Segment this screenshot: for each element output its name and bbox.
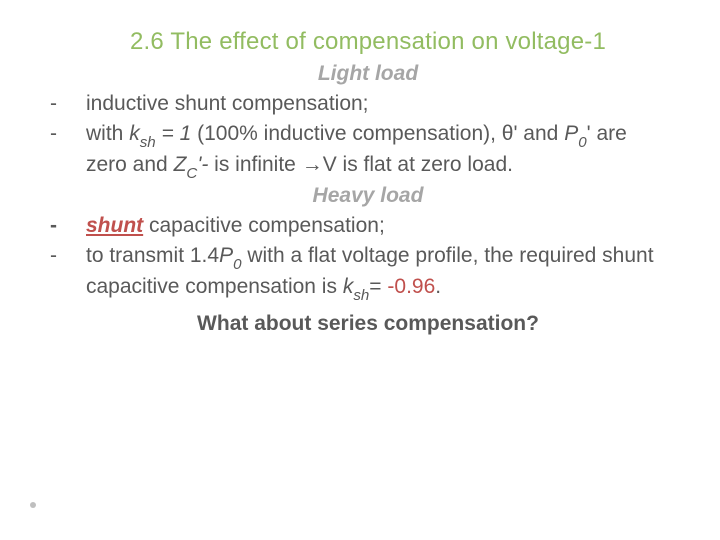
var-k: k [129, 122, 140, 145]
subheading-light: Light load [64, 62, 672, 86]
slide: 2.6 The effect of compensation on voltag… [0, 0, 720, 540]
var-z-after: '- [197, 153, 214, 176]
bullet-text: inductive shunt compensation; [86, 92, 369, 115]
bullet-list-heavy: shunt capacitive compensation; to transm… [64, 212, 672, 304]
bullet-text: . [435, 275, 441, 298]
bullet-item: to transmit 1.4P0 with a flat voltage pr… [64, 242, 672, 304]
shunt-emphasis: shunt [86, 214, 143, 237]
var-p-sub: 0 [233, 256, 241, 273]
bullet-text: with [86, 122, 129, 145]
closing-question: What about series compensation? [64, 312, 672, 336]
bullet-item: shunt capacitive compensation; [64, 212, 672, 240]
var-zc: ZC'- [174, 153, 215, 176]
var-eq: = 1 [156, 122, 192, 145]
bullet-item: with ksh = 1 (100% inductive compensatio… [64, 120, 672, 182]
var-k-sub: sh [140, 134, 156, 151]
var-k: k [343, 275, 354, 298]
var-p0: P0 [564, 122, 586, 145]
slide-title: 2.6 The effect of compensation on voltag… [64, 28, 672, 56]
bullet-text: = [369, 275, 387, 298]
var-p: P [219, 244, 233, 267]
bullet-list-light: inductive shunt compensation; with ksh =… [64, 90, 672, 182]
bullet-text: is infinite →V is flat at zero load. [214, 153, 513, 176]
bullet-text: capacitive compensation; [143, 214, 385, 237]
var-ksh: ksh = 1 [129, 122, 191, 145]
highlight-value: -0.96 [387, 275, 435, 298]
var-z: Z [174, 153, 187, 176]
var-z-sub: C [186, 165, 197, 182]
var-ksh-2: ksh [343, 275, 369, 298]
bullet-item: inductive shunt compensation; [64, 90, 672, 118]
bullet-text: (100% inductive compensation), θ' and [191, 122, 564, 145]
pager-dot-icon [30, 502, 36, 508]
var-p: P [564, 122, 578, 145]
var-k-sub: sh [353, 287, 369, 304]
subheading-heavy: Heavy load [64, 184, 672, 208]
var-p-sub: 0 [578, 134, 586, 151]
var-p0-2: P0 [219, 244, 241, 267]
bullet-text: to transmit 1.4 [86, 244, 219, 267]
